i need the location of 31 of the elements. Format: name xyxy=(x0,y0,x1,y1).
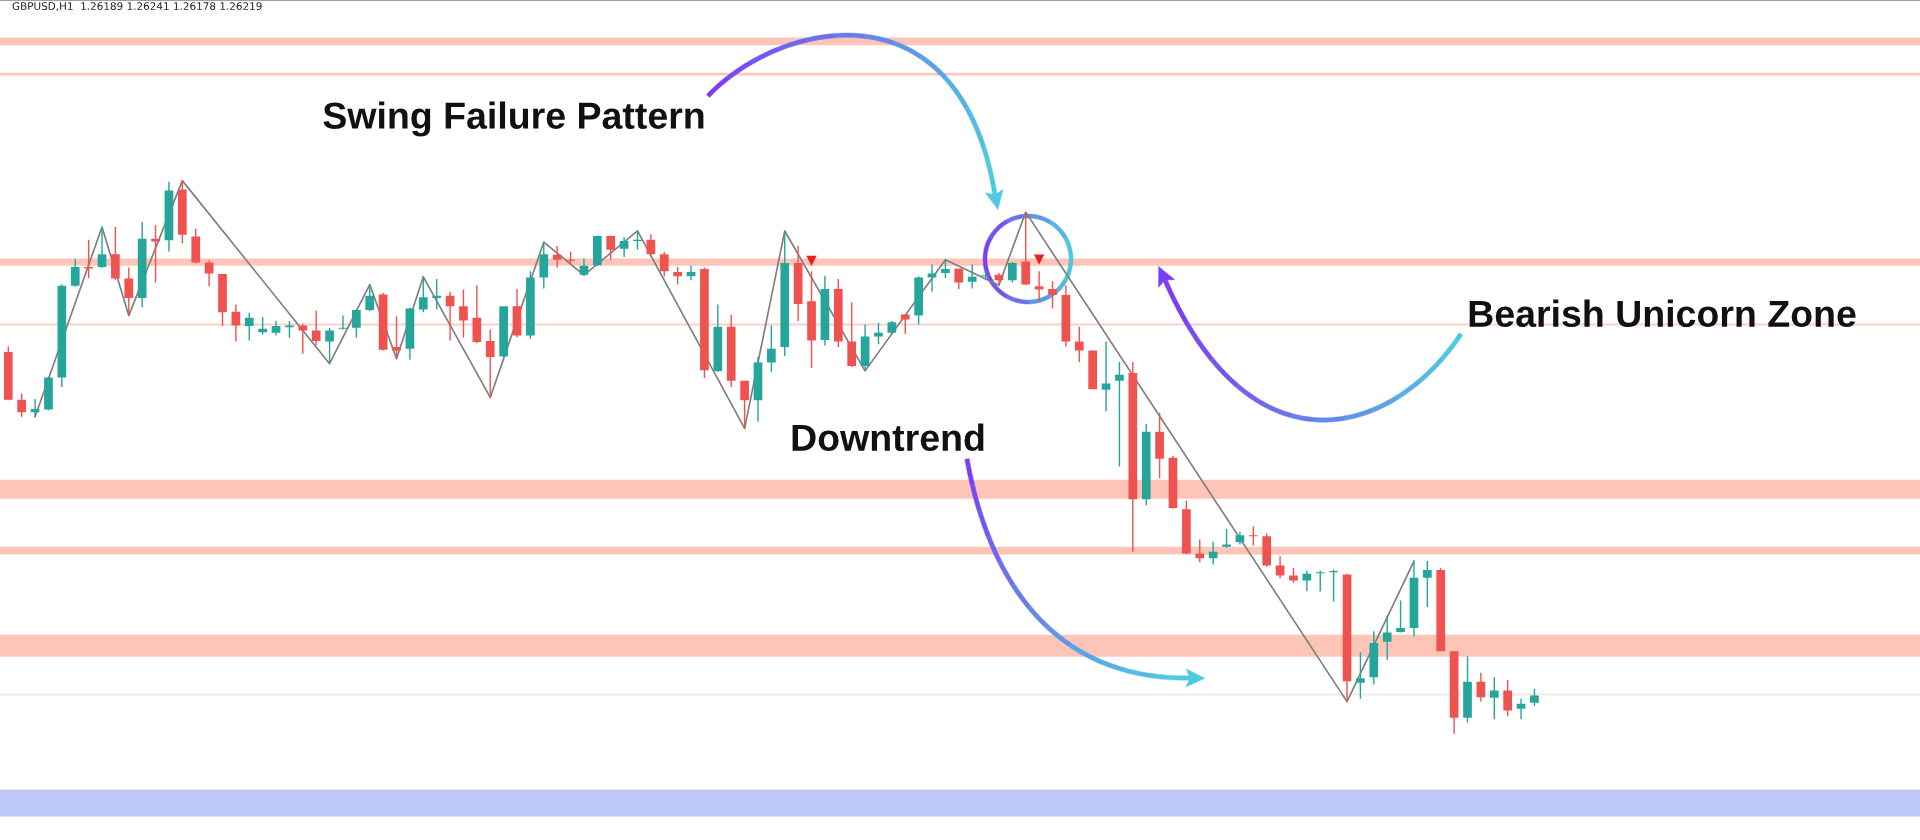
candlestick xyxy=(298,323,308,354)
candlestick xyxy=(1101,341,1111,412)
candlestick xyxy=(1516,698,1526,720)
candlestick xyxy=(1088,350,1098,390)
candlestick xyxy=(619,237,629,257)
candlestick xyxy=(914,276,923,325)
candlestick xyxy=(1262,533,1272,567)
candlestick xyxy=(1382,615,1392,661)
candlestick xyxy=(552,245,562,268)
candlestick xyxy=(231,304,241,342)
candlestick xyxy=(499,306,508,358)
candlestick xyxy=(57,284,67,387)
candlestick xyxy=(1034,271,1044,302)
candlestick xyxy=(713,304,723,372)
candlestick xyxy=(927,264,937,292)
candlestick xyxy=(338,315,348,330)
chart-title: GBPUSD,H1 1.26189 1.26241 1.26178 1.26219 xyxy=(12,2,262,12)
candlestick xyxy=(137,222,147,308)
candlestick xyxy=(204,260,214,287)
candlestick xyxy=(445,291,455,341)
text: Swing Failure Pattern xyxy=(323,101,704,137)
candlestick xyxy=(30,399,40,417)
candlestick xyxy=(1208,541,1218,565)
candlestick xyxy=(1128,362,1138,552)
candlestick xyxy=(352,309,361,338)
candlestick xyxy=(97,227,107,269)
candlestick xyxy=(271,321,281,336)
annotation: Downtrend xyxy=(792,423,984,452)
annotation: Bearish Unicorn Zone xyxy=(1469,299,1856,328)
candlestick xyxy=(967,264,977,289)
candlestick xyxy=(1369,631,1379,685)
